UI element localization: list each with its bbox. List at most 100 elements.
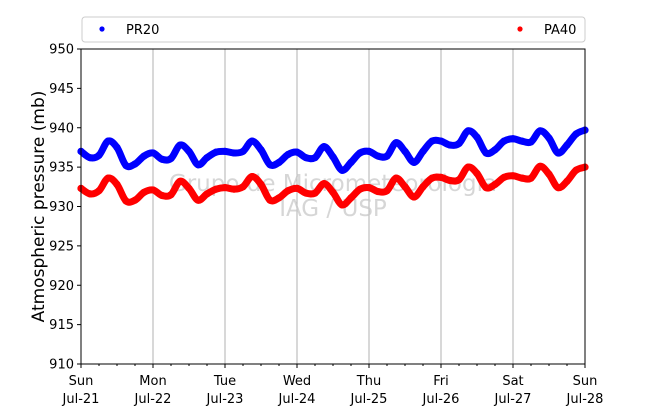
data-point-pr20 [563,141,571,149]
data-point-pa40 [131,196,139,204]
data-point-pr20 [347,158,355,166]
data-point-pa40 [293,184,301,192]
data-point-pa40 [320,180,328,188]
data-point-pa40 [563,177,571,185]
data-point-pr20 [140,152,148,160]
y-tick-label: 910 [49,358,74,373]
data-point-pr20 [275,158,283,166]
data-point-pa40 [482,184,490,192]
data-point-pa40 [374,187,382,196]
data-point-pr20 [374,152,382,160]
data-point-pr20 [572,130,580,138]
data-point-pr20 [473,133,481,141]
data-point-pa40 [554,184,562,192]
y-tick-label: 925 [49,239,74,254]
data-point-pr20 [221,147,229,155]
data-point-pr20 [104,137,112,145]
data-point-pr20 [428,137,436,145]
data-point-pa40 [536,162,544,170]
data-point-pr20 [248,137,256,145]
data-point-pa40 [113,180,121,189]
data-point-pr20 [311,154,319,162]
data-point-pa40 [203,190,211,198]
data-point-pr20 [464,127,472,135]
data-point-pa40 [500,173,508,181]
x-tick-day: Thu [356,374,381,389]
data-point-pr20 [212,148,220,156]
legend-marker-pr20 [99,26,105,32]
data-point-pa40 [410,193,418,201]
x-tick-day: Wed [283,374,311,389]
x-tick-date: Jul-28 [566,392,604,407]
data-point-pa40 [194,196,202,204]
y-tick-label: 950 [49,43,74,58]
legend-label-pa40: PA40 [544,23,576,38]
data-point-pr20 [284,150,292,159]
legend-label-pr20: PR20 [126,23,159,38]
data-point-pa40 [176,177,184,185]
data-point-pr20 [446,141,454,149]
data-point-pa40 [275,194,283,202]
x-tick-day: Mon [139,374,166,389]
data-point-pr20 [266,161,274,169]
x-tick-date: Jul-27 [494,392,532,407]
data-point-pa40 [329,188,337,196]
x-tick-day: Sun [573,374,598,389]
data-point-pa40 [221,184,229,192]
data-point-pa40 [491,180,499,189]
watermark-line-2: IAG / USP [279,196,387,222]
x-tick-date: Jul-21 [62,392,100,407]
y-tick-label: 935 [49,161,74,176]
data-point-pr20 [509,135,517,143]
data-point-pr20 [554,149,562,157]
data-point-pr20 [419,147,427,155]
data-point-pa40 [140,188,148,196]
data-point-pa40 [419,183,427,191]
data-point-pa40 [266,196,274,204]
data-point-pr20 [320,143,328,151]
data-point-pa40 [356,185,364,193]
data-point-pr20 [203,154,211,162]
data-point-pr20 [338,166,346,174]
x-tick-date: Jul-22 [134,392,172,407]
y-tick-label: 940 [49,121,74,136]
data-point-pa40 [473,169,481,178]
series-layer [77,126,589,209]
y-axis-label: Atmospheric pressure (mb) [29,91,49,323]
y-axis: 910 915 920 925 930 935 940 945 950 [49,43,81,373]
data-point-pr20 [383,152,391,160]
data-point-pr20 [491,146,499,154]
data-point-pa40 [239,183,247,191]
data-point-pa40 [383,187,391,195]
data-point-pr20 [482,149,490,157]
data-point-pa40 [527,174,535,182]
data-point-pa40 [230,185,238,193]
data-point-pr20 [158,155,166,163]
data-point-pa40 [401,183,409,191]
data-point-pa40 [284,187,292,195]
x-tick-date: Jul-24 [278,392,316,407]
legend: PR20 PA40 [81,16,586,43]
legend-marker-pa40 [517,26,523,32]
data-point-pr20 [293,148,301,156]
data-point-pr20 [167,154,175,163]
data-point-pa40 [185,184,193,192]
data-point-pa40 [455,176,463,184]
data-point-pr20 [131,160,139,168]
data-point-pa40 [464,163,472,171]
data-point-pr20 [230,149,238,157]
grid-layer [152,49,514,364]
series-trace-pr20 [77,126,589,174]
data-point-pr20 [86,154,94,162]
data-point-pa40 [365,184,373,192]
x-tick-date: Jul-23 [206,392,244,407]
data-point-pa40 [437,173,445,181]
x-axis: Sun Jul-21 Mon Jul-22 Tue Jul-23 Wed Jul-24 Thu J… [62,364,604,407]
data-point-pr20 [500,137,508,145]
data-point-pa40 [257,180,265,189]
data-point-pr20 [257,146,265,154]
data-point-pr20 [239,147,247,155]
x-tick-day: Sat [502,374,523,389]
